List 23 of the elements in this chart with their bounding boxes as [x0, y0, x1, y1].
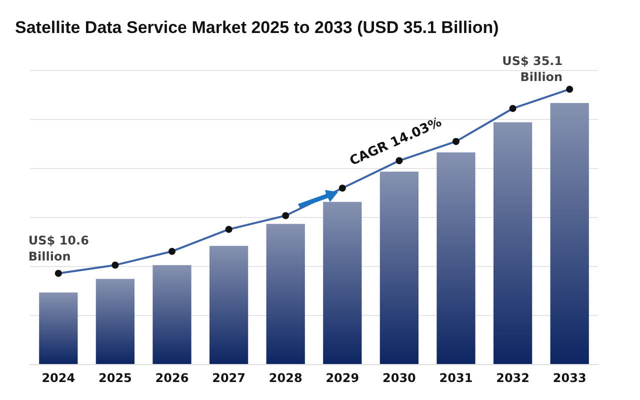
bar	[209, 246, 248, 364]
annotation: US$ 10.6 Billion	[28, 233, 89, 264]
x-tick-label: 2024	[42, 371, 76, 385]
x-tick-label: 2026	[155, 371, 189, 385]
bar	[266, 224, 305, 364]
x-tick-label: 2032	[496, 371, 530, 385]
bar	[96, 278, 135, 364]
bar	[323, 202, 362, 364]
bar	[436, 152, 476, 364]
bar	[493, 122, 532, 364]
bar	[152, 265, 192, 364]
x-tick-label: 2029	[326, 371, 360, 385]
chart-title: Satellite Data Service Market 2025 to 2033 (USD 35.1 Billion)	[15, 18, 499, 37]
bar	[39, 292, 78, 364]
x-tick-label: 2027	[212, 371, 246, 385]
bar	[380, 172, 419, 364]
x-tick-label: 2030	[382, 371, 416, 385]
x-tick-label: 2028	[268, 371, 302, 385]
bar	[550, 102, 589, 364]
x-tick-label: 2025	[98, 371, 132, 385]
x-tick-label: 2031	[439, 371, 473, 385]
x-tick-label: 2033	[552, 371, 586, 385]
annotation: US$ 35.1 Billion	[502, 54, 563, 84]
